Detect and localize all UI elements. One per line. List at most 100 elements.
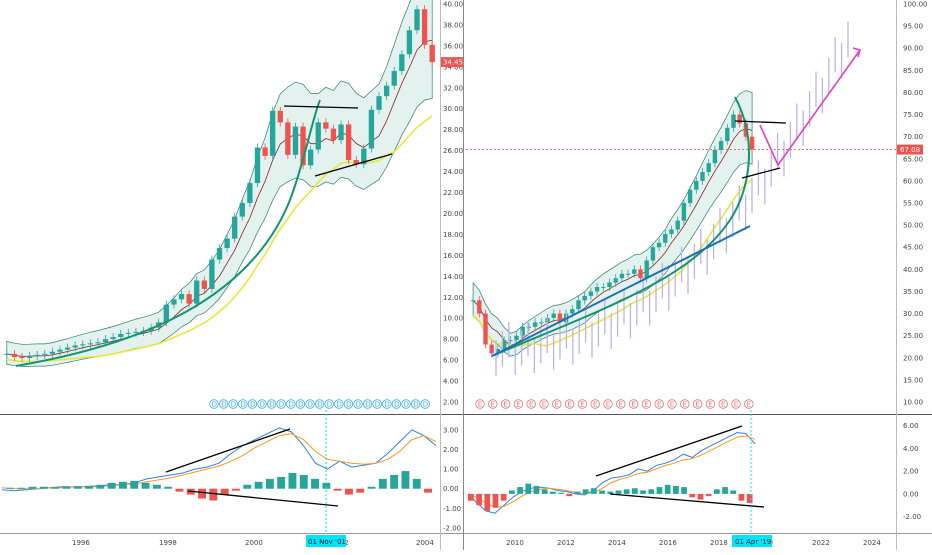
right-candle (706, 163, 711, 173)
left-candle (345, 124, 352, 161)
left-candle (26, 355, 33, 359)
osc-histogram-bar (220, 488, 229, 495)
drawing-overlay[interactable] (15, 47, 896, 534)
left-price-tick: 28.00 (443, 126, 463, 134)
right-candle (700, 172, 705, 181)
left-price-tick: 26.00 (443, 147, 463, 155)
earnings-marker (731, 399, 741, 409)
left-candle (300, 126, 306, 166)
dividend-marker (353, 399, 363, 409)
right-price-tick: 55.00 (903, 200, 923, 208)
right-price-tick: 90.00 (903, 45, 923, 53)
right-price-tick: 100.00 (903, 1, 928, 9)
osc-histogram-bar (412, 478, 421, 489)
osc-histogram-bar (640, 490, 646, 494)
dividend-marker (362, 399, 373, 409)
earnings-marker-label: E (503, 401, 507, 409)
left-candle (194, 280, 200, 304)
osc-histogram-bar (525, 483, 532, 494)
right-time-tick: 2024 (863, 539, 881, 547)
osc-histogram-bar (484, 493, 491, 511)
right-ma-short (472, 128, 753, 346)
right-time-tick: 2012 (557, 539, 575, 547)
dividend-marker-label: D (240, 401, 245, 409)
right-candle (675, 220, 680, 230)
osc-histogram-bar (85, 485, 94, 489)
earnings-marker (577, 399, 588, 409)
dividend-marker-label: D (231, 401, 236, 409)
left-support-line (314, 153, 393, 177)
left-candle (429, 44, 435, 63)
left-price-tick: 36.00 (443, 42, 463, 50)
right-candle (570, 309, 575, 314)
axis-labels: 40.00 38.00 36.00 34.00 32.00 30.00 28.00 26.00… (72, 1, 928, 547)
left-candle (87, 343, 94, 345)
osc-histogram-bar (322, 482, 331, 489)
earnings-marker (654, 399, 664, 409)
right-candle (576, 300, 581, 310)
right-osc-trendline-bottom (609, 493, 765, 508)
earnings-marker-label: E (747, 401, 751, 409)
osc-histogram-bar (632, 488, 638, 494)
left-price-tick: 30.00 (443, 105, 463, 113)
left-candle (110, 337, 116, 340)
left-candle (201, 280, 207, 289)
right-candle (737, 114, 742, 124)
left-candle (270, 110, 276, 156)
dividend-marker (334, 399, 344, 409)
right-candle (477, 300, 482, 314)
dividend-marker-label: D (423, 401, 428, 409)
dividend-marker-label: D (298, 401, 303, 409)
dividend-marker-label: D (279, 401, 284, 409)
right-crosshair-badge (732, 535, 772, 547)
osc-histogram-bar (73, 486, 82, 489)
right-time-tick: 2018 (710, 539, 728, 547)
right-price-tick: 75.00 (903, 111, 923, 119)
right-candle (508, 340, 513, 342)
right-candle (669, 229, 674, 234)
osc-histogram-bar (130, 480, 139, 489)
left-price-tick: 22.00 (443, 189, 463, 197)
left-candle (49, 351, 56, 354)
left-candle (247, 183, 253, 203)
right-time-tick: 2014 (608, 539, 626, 547)
left-price-tick: 18.00 (443, 231, 463, 239)
dividend-marker-label: D (250, 401, 255, 409)
left-price-tick: 10.00 (443, 315, 463, 323)
left-candle (186, 294, 192, 304)
right-candle (644, 260, 649, 279)
right-price-tick: 85.00 (903, 67, 923, 75)
left-candle (42, 353, 48, 355)
dividend-marker-label: D (404, 401, 409, 409)
left-candle (315, 122, 321, 150)
left-price-tick: 32.00 (443, 84, 463, 92)
earnings-marker-label: E (670, 401, 674, 409)
right-price-tick: 20.00 (903, 354, 923, 362)
osc-histogram-bar (607, 491, 614, 494)
dividend-marker (420, 399, 430, 409)
left-candle (292, 126, 299, 155)
earnings-marker (641, 399, 652, 409)
earnings-marker (667, 399, 677, 409)
left-candle (239, 203, 245, 217)
osc-histogram-bar (509, 490, 515, 494)
right-time-tick: 2022 (812, 539, 830, 547)
dividend-marker-label: D (346, 401, 351, 409)
left-candle (406, 30, 413, 55)
right-candle (656, 242, 662, 248)
earnings-marker-label: E (567, 401, 571, 409)
left-crosshair-badge (306, 535, 346, 547)
right-candle (613, 278, 618, 283)
earnings-marker (564, 399, 575, 409)
earnings-marker-label: E (734, 401, 738, 409)
right-price-tick: 30.00 (903, 310, 923, 318)
right-candle (539, 322, 544, 324)
right-band-area (472, 90, 753, 357)
left-candle (323, 122, 329, 129)
dividend-marker (305, 399, 315, 409)
right-candle (588, 291, 594, 296)
osc-histogram-bar (288, 473, 297, 489)
